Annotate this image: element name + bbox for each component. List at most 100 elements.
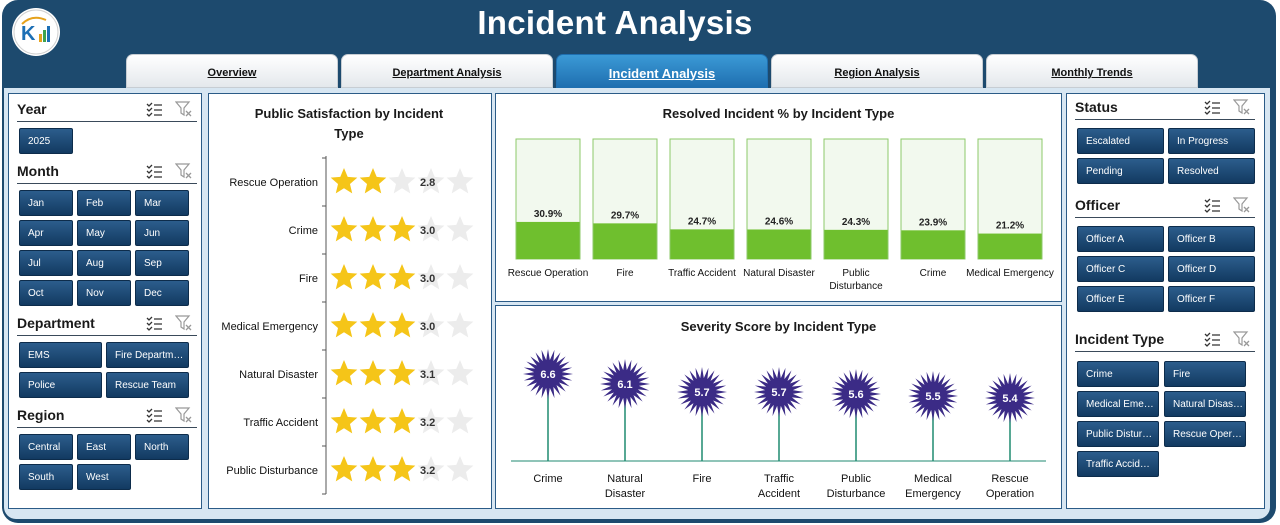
region-north-button[interactable]: North — [135, 434, 189, 460]
category-label: Crime — [533, 473, 562, 485]
year-slicer-title: Year — [17, 100, 47, 117]
region-west-button[interactable]: West — [77, 464, 131, 490]
tab-overview[interactable]: Overview — [126, 54, 338, 88]
tab-region-analysis[interactable]: Region Analysis — [771, 54, 983, 88]
value-label: 5.7 — [771, 387, 786, 399]
severity-marker — [985, 373, 1035, 423]
region-east-button[interactable]: East — [77, 434, 131, 460]
officer-f-button[interactable]: Officer F — [1168, 286, 1255, 312]
category-label: Rescue Operation — [986, 473, 1034, 500]
officer-slicer-header: Officer — [1075, 194, 1255, 218]
incident-type-public-disturbance-button[interactable]: Public Distur… — [1077, 421, 1159, 447]
month-slicer-header: Month — [17, 160, 197, 184]
month-mar-button[interactable]: Mar — [135, 190, 189, 216]
value-label: 3.2 — [420, 465, 435, 477]
clear-filter-icon[interactable] — [1233, 98, 1251, 116]
officer-c-button[interactable]: Officer C — [1077, 256, 1164, 282]
incident-type-fire-button[interactable]: Fire — [1164, 361, 1246, 387]
category-label: Medical Emergency — [966, 268, 1054, 279]
month-aug-button[interactable]: Aug — [77, 250, 131, 276]
category-label: Traffic Accident — [243, 417, 318, 429]
department-slicer-header: Department — [17, 312, 197, 336]
department-ems-button[interactable]: EMS — [19, 342, 102, 368]
month-may-button[interactable]: May — [77, 220, 131, 246]
year-2025-button[interactable]: 2025 — [19, 128, 73, 154]
multi-select-icon[interactable] — [145, 162, 163, 180]
multi-select-icon[interactable] — [145, 406, 163, 424]
satisfaction-chart: Rescue Operation 2.8 Crime 3.0 Fire 3.0 Medica… — [221, 156, 474, 495]
tab-department-analysis[interactable]: Department Analysis — [341, 54, 553, 88]
incident-type-rescue-operation-button[interactable]: Rescue Oper… — [1164, 421, 1246, 447]
officer-slicer-title: Officer — [1075, 196, 1121, 213]
clear-filter-icon[interactable] — [1233, 330, 1251, 348]
month-jun-button[interactable]: Jun — [135, 220, 189, 246]
value-label: 3.0 — [420, 225, 435, 237]
filled-star-icon — [359, 456, 387, 482]
category-label: Public Disturbance — [827, 473, 886, 500]
multi-select-icon[interactable] — [145, 314, 163, 332]
resolved-bar — [901, 230, 965, 259]
value-label: 29.7% — [611, 210, 639, 221]
filled-star-icon — [359, 168, 387, 194]
category-label: Natural Disaster — [239, 369, 318, 381]
multi-select-icon[interactable] — [145, 100, 163, 118]
category-label: Medical Emergency — [905, 473, 961, 500]
month-jan-button[interactable]: Jan — [19, 190, 73, 216]
clear-filter-icon[interactable] — [175, 406, 193, 424]
month-nov-button[interactable]: Nov — [77, 280, 131, 306]
resolved-chart-title: Resolved Incident % by Incident Type — [662, 106, 895, 121]
status-pending-button[interactable]: Pending — [1077, 158, 1164, 184]
officer-e-button[interactable]: Officer E — [1077, 286, 1164, 312]
value-label: 30.9% — [534, 209, 562, 220]
status-in-progress-button[interactable]: In Progress — [1168, 128, 1255, 154]
month-jul-button[interactable]: Jul — [19, 250, 73, 276]
month-dec-button[interactable]: Dec — [135, 280, 189, 306]
empty-star-icon — [417, 408, 445, 434]
department-rescue-team-button[interactable]: Rescue Team — [106, 372, 189, 398]
tab-monthly-trends[interactable]: Monthly Trends — [986, 54, 1198, 88]
officer-a-button[interactable]: Officer A — [1077, 226, 1164, 252]
department-police-button[interactable]: Police — [19, 372, 102, 398]
incident-type-medical-button[interactable]: Medical Eme… — [1077, 391, 1159, 417]
incident-type-crime-button[interactable]: Crime — [1077, 361, 1159, 387]
svg-text:K: K — [21, 23, 36, 45]
status-resolved-button[interactable]: Resolved — [1168, 158, 1255, 184]
month-feb-button[interactable]: Feb — [77, 190, 131, 216]
clear-filter-icon[interactable] — [175, 100, 193, 118]
officer-b-button[interactable]: Officer B — [1168, 226, 1255, 252]
officer-d-button[interactable]: Officer D — [1168, 256, 1255, 282]
filled-star-icon — [330, 168, 358, 194]
empty-star-icon — [417, 312, 445, 338]
month-sep-button[interactable]: Sep — [135, 250, 189, 276]
incident-type-slicer-title: Incident Type — [1075, 330, 1165, 347]
empty-star-icon — [446, 168, 474, 194]
empty-star-icon — [446, 360, 474, 386]
multi-select-icon[interactable] — [1203, 330, 1221, 348]
value-label: 3.0 — [420, 273, 435, 285]
resolved-bar — [978, 233, 1042, 259]
region-central-button[interactable]: Central — [19, 434, 73, 460]
clear-filter-icon[interactable] — [1233, 196, 1251, 214]
department-fire-button[interactable]: Fire Departm… — [106, 342, 189, 368]
clear-filter-icon[interactable] — [175, 162, 193, 180]
region-south-button[interactable]: South — [19, 464, 73, 490]
value-label: 5.4 — [1002, 393, 1018, 405]
incident-type-natural-disaster-button[interactable]: Natural Disas… — [1164, 391, 1246, 417]
filled-star-icon — [359, 408, 387, 434]
category-label: Public Disturbance — [226, 465, 318, 477]
status-escalated-button[interactable]: Escalated — [1077, 128, 1164, 154]
clear-filter-icon[interactable] — [175, 314, 193, 332]
month-oct-button[interactable]: Oct — [19, 280, 73, 306]
tab-incident-analysis[interactable]: Incident Analysis — [556, 54, 768, 88]
category-label: Medical Emergency — [221, 321, 318, 333]
filled-star-icon — [359, 312, 387, 338]
empty-star-icon — [417, 168, 445, 194]
multi-select-icon[interactable] — [1203, 196, 1221, 214]
month-apr-button[interactable]: Apr — [19, 220, 73, 246]
incident-type-traffic-accident-button[interactable]: Traffic Accid… — [1077, 451, 1159, 477]
severity-marker — [754, 367, 804, 417]
filled-star-icon — [388, 312, 416, 338]
multi-select-icon[interactable] — [1203, 98, 1221, 116]
filled-star-icon — [388, 456, 416, 482]
empty-star-icon — [417, 216, 445, 242]
